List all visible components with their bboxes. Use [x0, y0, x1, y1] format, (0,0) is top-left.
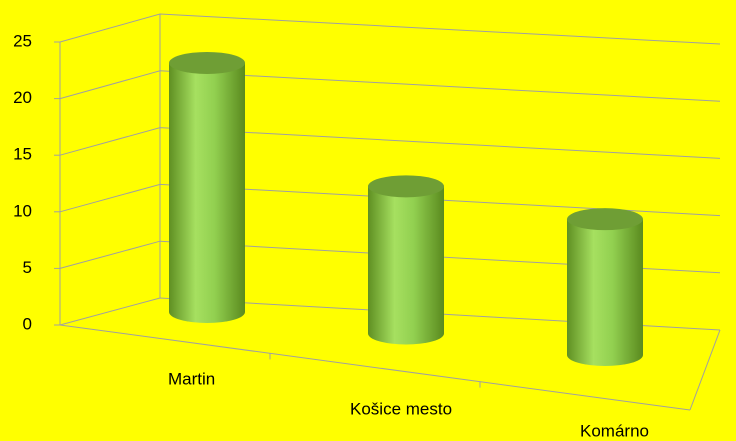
- grid-line: [59, 70, 721, 102]
- bar-top: [169, 51, 245, 74]
- y-tick-label: 20: [13, 88, 32, 107]
- bar-top: [368, 175, 444, 198]
- bar-top: [567, 208, 643, 231]
- grid-line: [59, 183, 721, 217]
- grid-line: [59, 297, 721, 331]
- y-tick-label: 5: [23, 258, 32, 277]
- x-tick-label: Košice mesto: [350, 399, 452, 418]
- y-tick-label: 0: [23, 314, 32, 333]
- x-tick-label: Martin: [168, 369, 215, 388]
- grid-line: [59, 127, 721, 159]
- grid-line: [59, 13, 721, 45]
- bar: [169, 62, 245, 324]
- x-tick-label: Komárno: [580, 421, 649, 440]
- bar: [567, 219, 643, 366]
- y-tick-label: 15: [13, 145, 32, 164]
- y-tick-label: 10: [13, 201, 32, 220]
- y-tick-label: 25: [13, 31, 32, 50]
- bar: [368, 186, 444, 345]
- grid-line: [59, 240, 721, 274]
- floor: [59, 14, 721, 411]
